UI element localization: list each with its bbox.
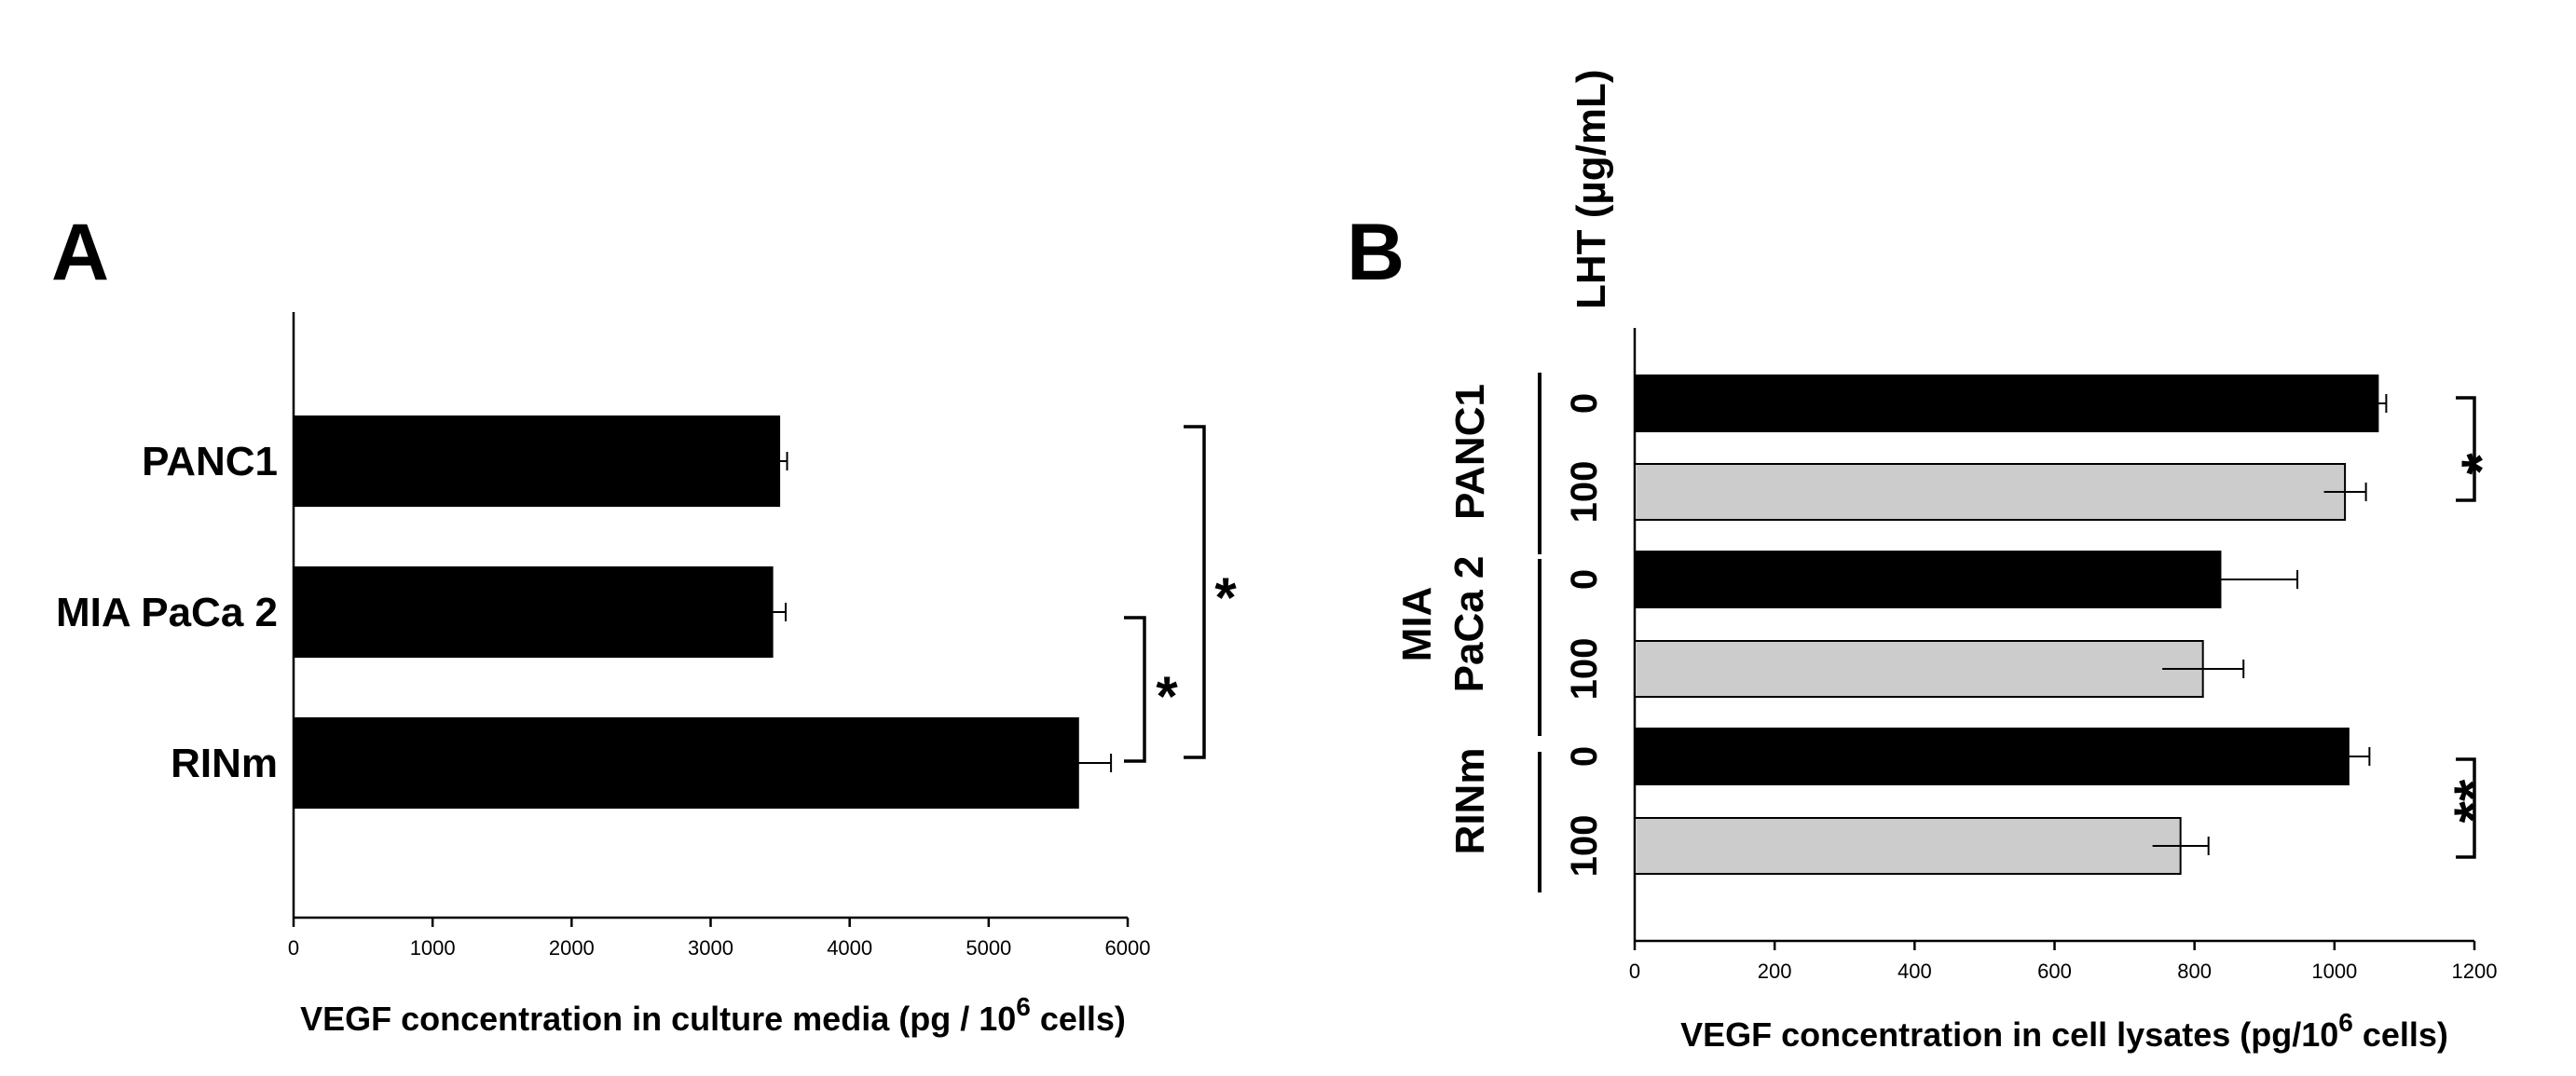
bar-label-mia-paca-2: MIA PaCa 2 <box>56 590 278 635</box>
x-tick-label: 1200 <box>2452 960 2498 983</box>
level-label: 0 <box>1564 569 1605 590</box>
error-bar-rinm-100 <box>2152 837 2210 855</box>
x-tick-label: 0 <box>288 936 299 960</box>
error-bar-rinm <box>1047 754 1113 772</box>
bar-rinm-0 <box>1634 728 2350 785</box>
panel-a-marks: PANC1 MIA PaCa 2 RINm 0 1000 2000 3000 4000 5000… <box>56 415 1237 960</box>
panel-b-letter: B <box>1347 208 1404 297</box>
x-tick-label: 600 <box>2037 960 2072 983</box>
error-bar-mia-paca-2 <box>760 603 788 621</box>
bar-panc1-100 <box>1634 463 2347 521</box>
panel-a-x-axis-title: VEGF concentration in culture media (pg … <box>300 992 1126 1038</box>
bar-label-rinm: RINm <box>171 741 278 786</box>
bar-mia-paca-2 <box>294 566 774 658</box>
x-tick-label: 5000 <box>966 936 1011 960</box>
bar-panc1 <box>294 415 781 507</box>
level-label: 100 <box>1564 815 1605 878</box>
level-label: 100 <box>1564 461 1605 524</box>
x-tick-label: 1000 <box>410 936 456 960</box>
x-tick-label: 0 <box>1629 960 1640 983</box>
error-bar-panc1 <box>773 452 788 470</box>
bar-mia-paca-2-100 <box>1634 640 2204 698</box>
level-label: 100 <box>1564 638 1605 701</box>
bar-label-panc1: PANC1 <box>142 439 278 484</box>
x-tick-label: 800 <box>2177 960 2212 983</box>
panel-b-legend-title: LHT (µg/mL) <box>1569 69 1614 309</box>
group-label-rinm: RINm <box>1447 748 1493 855</box>
bar-mia-paca-2-0 <box>1634 551 2222 608</box>
significance-bracket <box>2456 757 2476 859</box>
panel-a-chart: A PANC1 MIA PaCa 2 RINm 0 1000 2000 3000 4000 50… <box>51 208 1237 1038</box>
significance-marker: * <box>1214 566 1237 629</box>
significance-marker: ** <box>2443 779 2505 823</box>
panel-b-x-axis-title: VEGF concentration in cell lysates (pg/1… <box>1680 1008 2448 1054</box>
x-tick-label: 2000 <box>549 936 595 960</box>
bar-rinm <box>294 717 1079 809</box>
x-tick-label: 6000 <box>1105 936 1151 960</box>
x-tick-label: 3000 <box>688 936 733 960</box>
level-label: 0 <box>1564 746 1605 767</box>
x-tick-label: 1000 <box>2311 960 2357 983</box>
error-bar-panc1-0 <box>2369 394 2388 413</box>
significance-marker: * <box>2450 453 2513 475</box>
significance-bracket <box>1124 616 1146 763</box>
error-bar-mia-paca-2-100 <box>2162 660 2245 678</box>
significance-bracket <box>1184 425 1206 759</box>
level-label: 0 <box>1564 393 1605 414</box>
error-bar-mia-paca-2-0 <box>2143 570 2299 589</box>
x-tick-label: 4000 <box>827 936 872 960</box>
group-label-panc1: PANC1 <box>1447 384 1493 520</box>
bar-panc1-0 <box>1634 375 2379 432</box>
panel-a-letter: A <box>51 208 109 297</box>
group-label-mia-paca-2: MIA PaCa 2 <box>1394 556 1492 693</box>
significance-bracket <box>2456 396 2476 502</box>
x-tick-label: 200 <box>1758 960 1792 983</box>
error-bar-rinm-0 <box>2327 747 2371 766</box>
x-tick-label: 400 <box>1898 960 1932 983</box>
error-bar-panc1-100 <box>2323 483 2367 501</box>
significance-marker: * <box>1156 665 1178 728</box>
bar-rinm-100 <box>1634 817 2182 875</box>
